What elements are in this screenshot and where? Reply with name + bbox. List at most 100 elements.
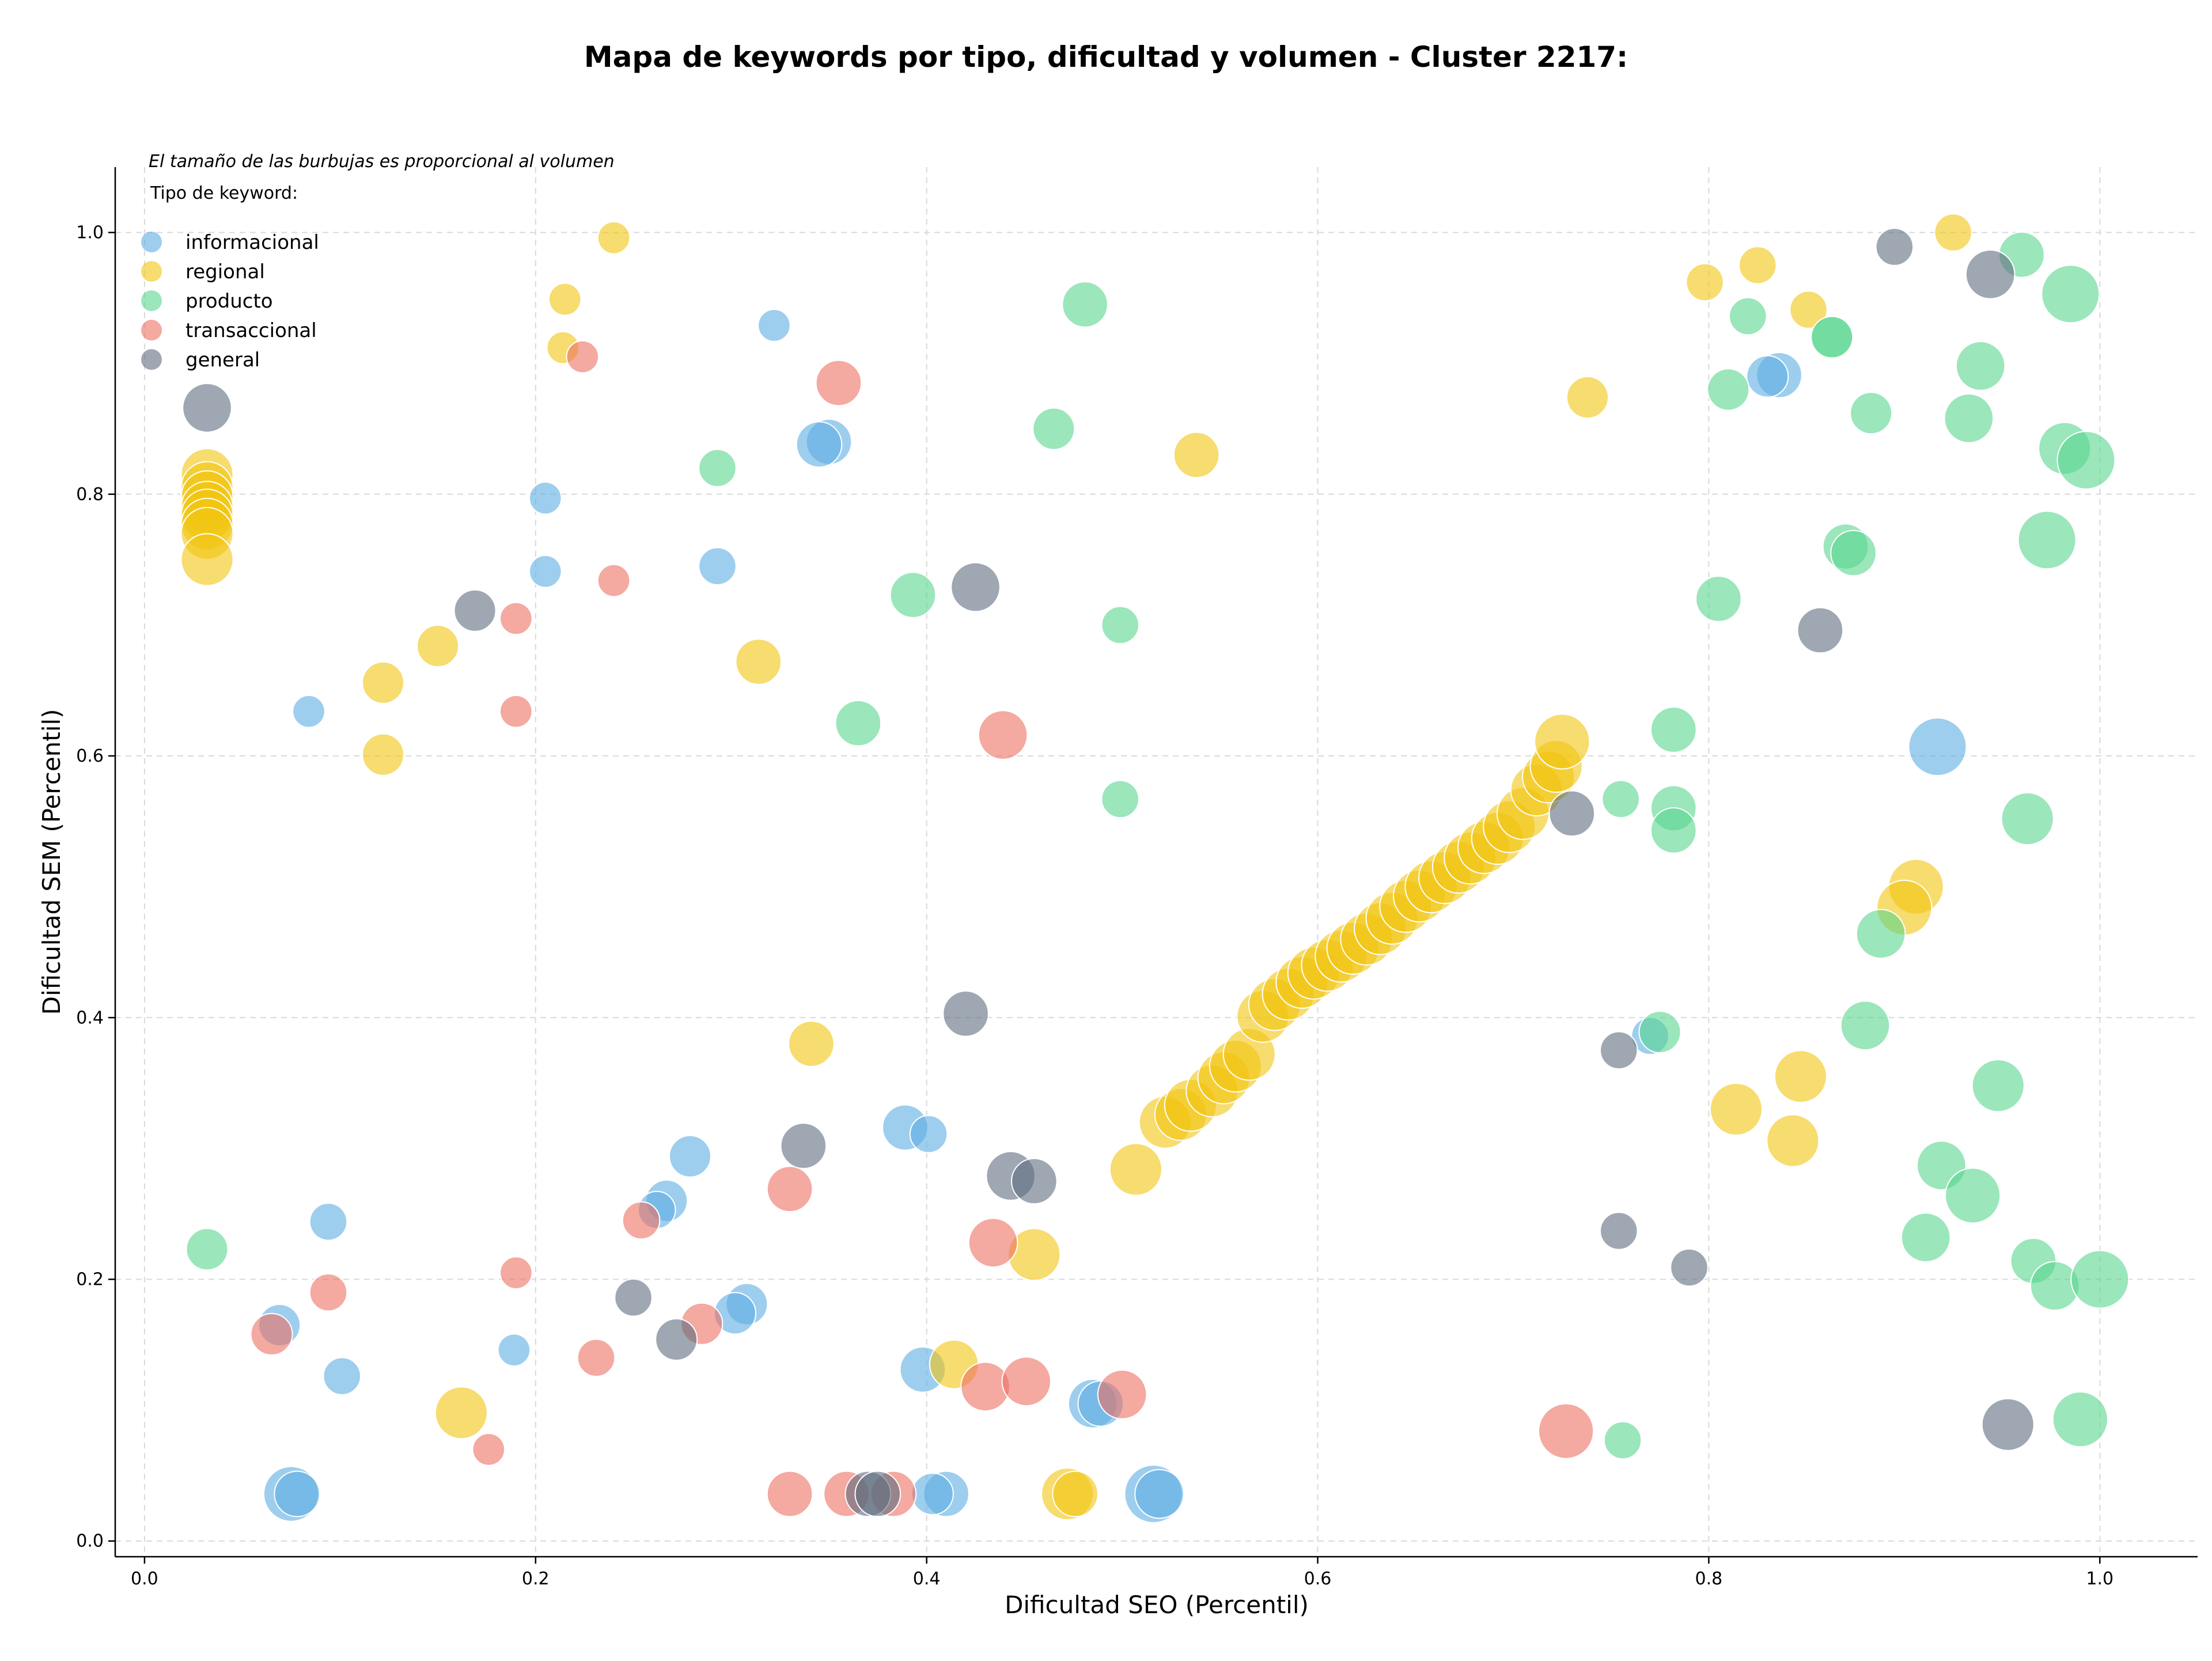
bubble-general (1600, 1212, 1638, 1250)
bubble-producto (1650, 706, 1697, 753)
bubble-producto (2070, 1250, 2130, 1309)
bubble-general (1600, 1031, 1638, 1070)
bubble-producto (1101, 780, 1139, 819)
bubble-regional (1052, 1470, 1099, 1518)
bubble-informacional (1746, 355, 1789, 398)
legend-marker-regional (141, 261, 162, 282)
bubble-producto (1638, 1011, 1681, 1054)
y-tick-label: 0.4 (76, 1008, 104, 1028)
bubble-regional (362, 661, 405, 704)
chart-title: Mapa de keywords por tipo, dificultad y … (584, 40, 1628, 74)
bubble-informacional (309, 1202, 348, 1241)
bubble-regional (597, 221, 631, 255)
bubble-informacional (497, 1333, 531, 1367)
bubble-informacional (668, 1135, 711, 1178)
bubble-producto (2001, 792, 2054, 846)
x-tick-label: 0.2 (522, 1569, 550, 1589)
bubble-general (1981, 1398, 2035, 1451)
bubble-general (1797, 607, 1844, 654)
bubble-general (780, 1122, 827, 1170)
bubble-producto (835, 699, 882, 747)
bubble-regional (1934, 213, 1972, 252)
bubble-producto (1650, 807, 1697, 854)
bubble-informacional (1134, 1469, 1184, 1519)
bubble-transaccional (766, 1470, 813, 1518)
bubble-producto (2017, 510, 2077, 570)
y-tick-label: 0.8 (76, 485, 104, 505)
bubble-transaccional (1097, 1369, 1147, 1420)
bubble-transaccional (309, 1273, 348, 1312)
bubble-transaccional (1538, 1403, 1594, 1459)
legend-marker-transaccional (141, 320, 162, 340)
bubble-informacional (698, 547, 737, 585)
bubble-informacional (528, 554, 562, 588)
x-tick-label: 1.0 (2086, 1569, 2113, 1589)
bubble-transaccional (566, 340, 600, 374)
bubble-general (1011, 1157, 1058, 1205)
bubble-informacional (323, 1357, 361, 1395)
bubble-informacional (757, 309, 791, 342)
bubble-producto (1971, 1059, 2025, 1113)
bubble-informacional (909, 1115, 948, 1153)
bubble-general (1670, 1248, 1709, 1287)
bubble-transaccional (815, 360, 862, 407)
bubble-general (1965, 249, 2016, 300)
bubble-producto (1603, 1421, 1642, 1460)
bubble-transaccional (622, 1201, 661, 1240)
x-axis-label: Dificultad SEO (Percentil) (1005, 1591, 1309, 1619)
bubble-general (942, 990, 989, 1037)
bubble-regional (788, 1020, 835, 1067)
bubble-producto (1101, 606, 1139, 645)
bubble-regional (362, 733, 405, 776)
bubble-informacional (1908, 717, 1967, 777)
bubble-regional (1766, 1114, 1820, 1167)
bubble-producto (2052, 1391, 2108, 1448)
legend-label-regional: regional (185, 260, 265, 283)
bubble-general (453, 589, 497, 632)
bubble-producto (1944, 393, 1994, 444)
x-tick-label: 0.8 (1695, 1569, 1723, 1589)
x-tick-label: 0.6 (1304, 1569, 1332, 1589)
bubble-general (182, 383, 232, 433)
bubble-informacional (911, 1472, 954, 1515)
legend: informacional regional producto transaccion… (141, 231, 319, 372)
bubble-layer (180, 213, 2130, 1523)
bubble-informacional (292, 695, 325, 728)
bubble-transaccional (499, 695, 533, 728)
bubble-producto (185, 1228, 229, 1271)
bubble-regional (1534, 713, 1590, 770)
legend-label-general: general (185, 349, 260, 372)
bubble-regional (1566, 376, 1609, 419)
bubble-general (655, 1318, 698, 1361)
bubble-regional (548, 282, 582, 316)
bubble-producto (2041, 264, 2100, 324)
x-tick-label: 0.4 (913, 1569, 941, 1589)
bubble-producto (1695, 576, 1742, 622)
bubble-regional (1738, 246, 1777, 285)
bubble-transaccional (1001, 1356, 1052, 1406)
bubble-regional (180, 533, 234, 587)
legend-label-informacional: informacional (185, 231, 319, 254)
size-note: El tamaño de las burbujas es proporciona… (149, 152, 615, 172)
bubble-producto (1062, 281, 1108, 328)
bubble-regional (735, 638, 782, 685)
bubble-transaccional (577, 1338, 616, 1378)
bubble-regional (1173, 432, 1220, 478)
y-tick-label: 1.0 (76, 223, 104, 243)
bubble-producto (1729, 297, 1767, 336)
bubble-regional (434, 1386, 488, 1440)
bubble-producto (1707, 368, 1750, 411)
legend-marker-informacional (141, 232, 162, 252)
bubble-transaccional (499, 601, 533, 635)
grid-lines (115, 167, 2198, 1557)
bubble-general (1548, 790, 1596, 837)
bubble-transaccional (472, 1432, 506, 1466)
legend-title: Tipo de keyword: (150, 183, 298, 203)
bubble-producto (1900, 1212, 1951, 1263)
y-tick-label: 0.0 (76, 1531, 104, 1552)
legend-marker-producto (141, 290, 162, 311)
bubble-general (854, 1470, 902, 1518)
bubble-general (1875, 228, 1914, 266)
y-ticks: 0.0 0.2 0.4 0.6 0.8 1.0 (76, 223, 115, 1552)
